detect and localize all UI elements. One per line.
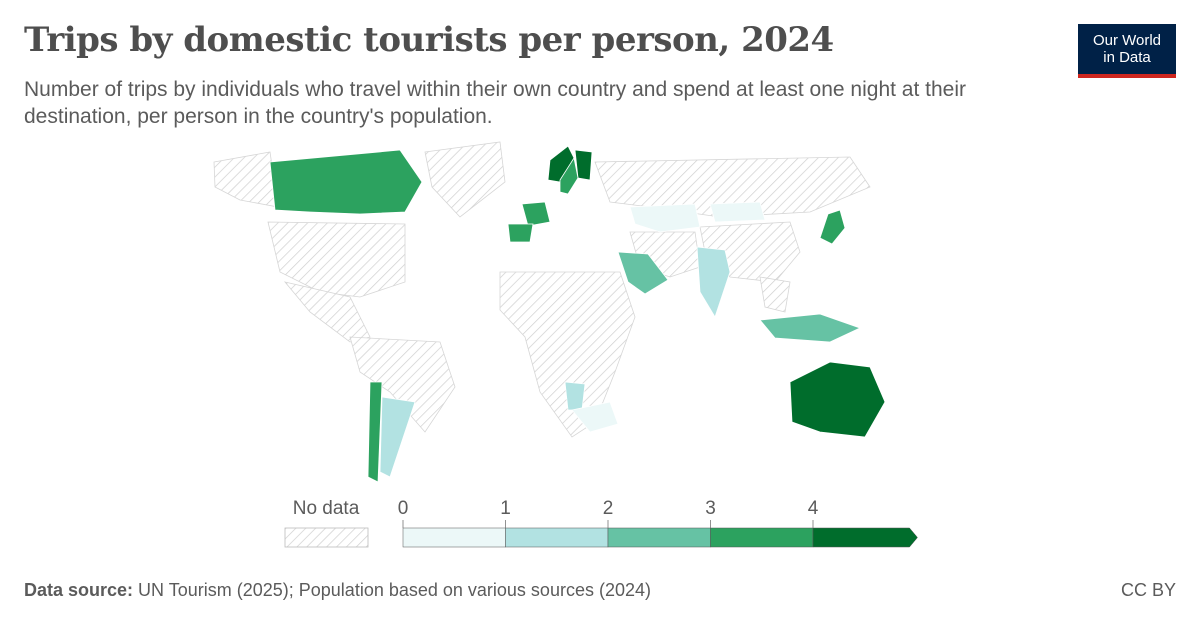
region-south-africa[interactable] bbox=[571, 401, 619, 433]
color-legend: No data 0 1 2 3 4 bbox=[284, 498, 918, 548]
region-japan[interactable] bbox=[819, 209, 846, 245]
data-source: Data source: UN Tourism (2025); Populati… bbox=[24, 580, 651, 601]
source-label: Data source: bbox=[24, 580, 134, 600]
region-nodata-africa bbox=[499, 271, 636, 438]
source-text: UN Tourism (2025); Population based on v… bbox=[133, 580, 651, 600]
logo-line-2: in Data bbox=[1103, 49, 1151, 66]
legend-bin-0 bbox=[402, 527, 506, 548]
logo-line-1: Our World bbox=[1092, 32, 1162, 49]
legend-bin-2 bbox=[607, 527, 711, 548]
region-finland[interactable] bbox=[574, 149, 593, 181]
region-india[interactable] bbox=[696, 246, 731, 318]
legend-bin-4 bbox=[812, 527, 918, 548]
legend-nodata-label: No data bbox=[293, 498, 360, 519]
region-sweden[interactable] bbox=[559, 156, 579, 195]
owid-logo[interactable]: Our World in Data bbox=[1078, 24, 1176, 78]
chart-title: Trips by domestic tourists per person, 2… bbox=[24, 20, 834, 60]
legend-bin-1 bbox=[505, 527, 609, 548]
region-nodata-alaska bbox=[213, 151, 279, 208]
legend-tick-2: 2 bbox=[603, 498, 614, 519]
region-france[interactable] bbox=[521, 201, 551, 227]
region-mongolia[interactable] bbox=[709, 201, 766, 223]
region-nodata-greenland bbox=[424, 141, 506, 218]
region-nodata-south-america-north bbox=[349, 336, 456, 433]
region-spain[interactable] bbox=[507, 223, 534, 243]
chart-subtitle: Number of trips by individuals who trave… bbox=[24, 78, 967, 128]
region-chile[interactable] bbox=[367, 381, 383, 483]
region-indonesia[interactable] bbox=[759, 313, 862, 343]
region-nodata-russia bbox=[594, 156, 871, 218]
world-map bbox=[213, 141, 886, 483]
legend-nodata-swatch bbox=[284, 527, 369, 548]
legend-tick-0: 0 bbox=[398, 498, 409, 519]
license-link[interactable]: CC BY bbox=[1120, 580, 1176, 600]
legend-bin-3 bbox=[710, 527, 814, 548]
region-canada[interactable] bbox=[269, 149, 423, 215]
region-kazakhstan[interactable] bbox=[629, 203, 701, 233]
region-namibia[interactable] bbox=[564, 381, 586, 411]
region-nodata-usa bbox=[267, 221, 406, 298]
legend-tick-3: 3 bbox=[705, 498, 716, 519]
legend-tick-1: 1 bbox=[500, 498, 511, 519]
region-nodata-southeast-asia bbox=[759, 276, 791, 313]
region-saudi-arabia[interactable] bbox=[617, 251, 669, 295]
legend-tick-4: 4 bbox=[808, 498, 819, 519]
region-australia[interactable] bbox=[789, 361, 886, 438]
region-argentina[interactable] bbox=[379, 396, 416, 478]
